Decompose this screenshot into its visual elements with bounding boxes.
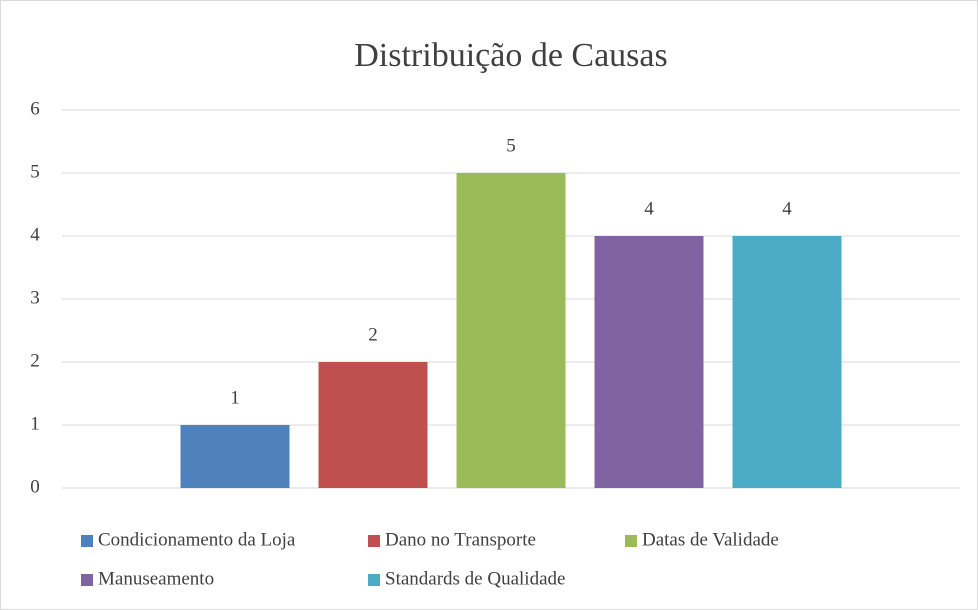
data-label: 1 <box>230 387 240 408</box>
bar <box>456 173 566 488</box>
legend-label: Standards de Qualidade <box>385 568 565 589</box>
legend-swatch <box>625 535 637 547</box>
legend-label: Manuseamento <box>98 568 214 589</box>
legend-label: Dano no Transporte <box>385 529 536 550</box>
y-tick-label: 2 <box>30 350 40 371</box>
y-tick-label: 6 <box>30 98 40 119</box>
data-label: 4 <box>782 198 792 219</box>
y-tick-label: 3 <box>30 287 40 308</box>
y-tick-label: 5 <box>30 161 40 182</box>
bar <box>180 425 290 488</box>
bar <box>732 236 842 488</box>
chart-title: Distribuição de Causas <box>354 37 668 74</box>
data-label: 2 <box>368 324 378 345</box>
data-label: 4 <box>644 198 654 219</box>
y-tick-label: 1 <box>30 413 40 434</box>
legend-label: Condicionamento da Loja <box>98 529 296 550</box>
bar <box>318 362 428 488</box>
data-label: 5 <box>506 135 516 156</box>
legend-swatch <box>81 535 93 547</box>
legend-swatch <box>81 574 93 586</box>
legend-swatch <box>368 574 380 586</box>
legend-swatch <box>368 535 380 547</box>
y-tick-label: 4 <box>30 224 40 245</box>
y-tick-label: 0 <box>30 476 40 497</box>
bar <box>594 236 704 488</box>
legend-label: Datas de Validade <box>642 529 779 550</box>
